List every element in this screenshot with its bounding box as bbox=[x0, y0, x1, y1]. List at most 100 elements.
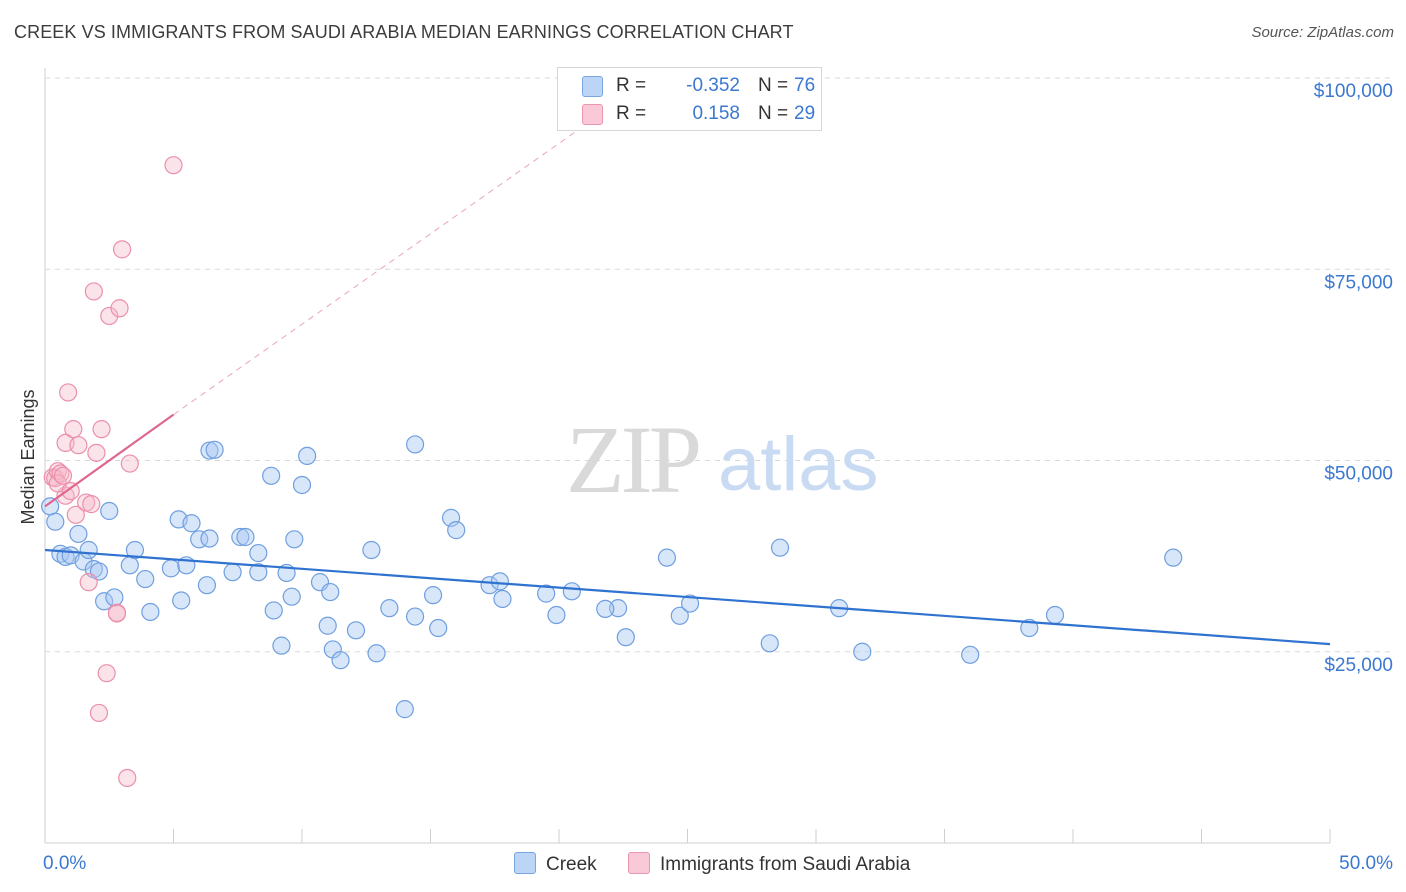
creek-point bbox=[223, 563, 242, 582]
creek-point bbox=[249, 543, 268, 563]
trendlines bbox=[44, 115, 1331, 646]
creek-point bbox=[231, 527, 250, 547]
creek-point bbox=[105, 588, 124, 607]
x-tick-label: 0.0% bbox=[43, 853, 86, 874]
creek-point bbox=[395, 700, 414, 719]
creek-point bbox=[172, 591, 191, 610]
saudi-point bbox=[82, 495, 101, 514]
creek-point bbox=[853, 642, 872, 661]
n-value: 29 bbox=[794, 103, 816, 124]
saudi-point bbox=[69, 436, 88, 455]
r-value: 0.158 bbox=[692, 103, 740, 124]
saudi-point bbox=[66, 505, 85, 524]
creek-point bbox=[46, 512, 65, 531]
saudi-point bbox=[87, 443, 106, 462]
creek-series bbox=[41, 435, 1183, 719]
creek-point bbox=[200, 441, 219, 460]
creek-point bbox=[190, 530, 209, 549]
creek-point bbox=[200, 529, 219, 548]
saudi-point bbox=[61, 482, 80, 501]
y-tick-labels: $25,000 $50,000 $75,000 $100,000 bbox=[1314, 81, 1393, 676]
creek-point bbox=[321, 582, 340, 602]
creek-point bbox=[69, 524, 88, 544]
creek-point bbox=[100, 501, 119, 521]
creek-point bbox=[362, 540, 381, 560]
axes bbox=[44, 68, 1331, 844]
source-label: Source: ZipAtlas.com bbox=[1251, 24, 1394, 41]
creek-point bbox=[272, 636, 291, 655]
creek-point bbox=[770, 538, 790, 557]
watermark-zip: ZIP bbox=[566, 406, 699, 513]
saudi-point bbox=[107, 604, 127, 623]
creek-point bbox=[657, 548, 677, 567]
creek-point bbox=[120, 556, 139, 575]
creek-point bbox=[264, 601, 283, 620]
saudi-legend-label: Immigrants from Saudi Arabia bbox=[660, 854, 911, 875]
n-label: N = bbox=[758, 103, 789, 124]
creek-point bbox=[141, 602, 160, 622]
r-label: R = bbox=[616, 75, 647, 96]
saudi-point bbox=[97, 664, 116, 683]
creek-legend-swatch bbox=[514, 852, 536, 874]
y-tick-label: $50,000 bbox=[1324, 464, 1393, 485]
saudi-point bbox=[79, 573, 98, 592]
saudi-point bbox=[84, 282, 103, 301]
creek-point bbox=[670, 606, 689, 625]
x-tick-labels: 0.0% 50.0% bbox=[43, 853, 1393, 874]
saudi-point bbox=[92, 420, 111, 439]
y-tick-label: $75,000 bbox=[1324, 272, 1393, 293]
creek-point bbox=[318, 616, 337, 635]
creek-swatch bbox=[582, 76, 603, 97]
saudi-swatch bbox=[582, 104, 603, 125]
creek-point bbox=[493, 589, 512, 609]
x-tick-label: 50.0% bbox=[1339, 853, 1393, 874]
legend-item-creek: Creek bbox=[514, 852, 597, 876]
creek-point bbox=[1164, 548, 1183, 567]
creek-point bbox=[292, 475, 312, 495]
creek-point bbox=[447, 521, 466, 540]
creek-point bbox=[429, 618, 448, 638]
creek-point bbox=[197, 576, 217, 595]
saudi-trendline-extension bbox=[173, 115, 598, 416]
saudi-point bbox=[118, 768, 137, 788]
creek-point bbox=[136, 569, 155, 589]
creek-point bbox=[405, 607, 425, 626]
creek-point bbox=[95, 592, 114, 611]
saudi-point bbox=[164, 156, 183, 175]
creek-point bbox=[79, 540, 98, 560]
creek-point bbox=[125, 540, 145, 560]
y-axis-label: Median Earnings bbox=[18, 389, 38, 524]
saudi-point bbox=[89, 703, 109, 723]
legend-item-saudi: Immigrants from Saudi Arabia bbox=[628, 852, 910, 876]
creek-point bbox=[205, 440, 224, 459]
creek-point bbox=[380, 599, 399, 618]
creek-point bbox=[182, 514, 201, 533]
saudi-point bbox=[112, 240, 132, 259]
creek-point bbox=[346, 621, 366, 640]
creek-point bbox=[423, 586, 443, 605]
saudi-point bbox=[59, 383, 78, 402]
saudi-point bbox=[100, 306, 119, 326]
watermark: ZIP atlas bbox=[566, 406, 879, 513]
creek-trendline bbox=[44, 548, 1331, 646]
creek-point bbox=[41, 497, 60, 516]
chart-title: CREEK VS IMMIGRANTS FROM SAUDI ARABIA ME… bbox=[14, 22, 794, 42]
creek-point bbox=[616, 628, 635, 647]
creek-point bbox=[961, 645, 980, 664]
creek-legend-label: Creek bbox=[546, 854, 597, 875]
creek-point bbox=[249, 563, 268, 582]
creek-point bbox=[596, 599, 615, 619]
saudi-point bbox=[64, 420, 83, 439]
creek-point bbox=[298, 446, 317, 466]
creek-point bbox=[1045, 605, 1065, 625]
y-tick-label: $25,000 bbox=[1324, 655, 1393, 676]
correlation-legend: R = -0.352 N = 76 R = 0.158 N = 29 bbox=[557, 67, 822, 131]
creek-point bbox=[680, 594, 700, 613]
n-label: N = bbox=[758, 75, 789, 96]
y-tick-label: $100,000 bbox=[1314, 81, 1393, 102]
saudi-trendline bbox=[44, 413, 175, 508]
creek-point bbox=[537, 584, 556, 603]
creek-point bbox=[236, 527, 255, 547]
watermark-atlas: atlas bbox=[718, 422, 879, 507]
